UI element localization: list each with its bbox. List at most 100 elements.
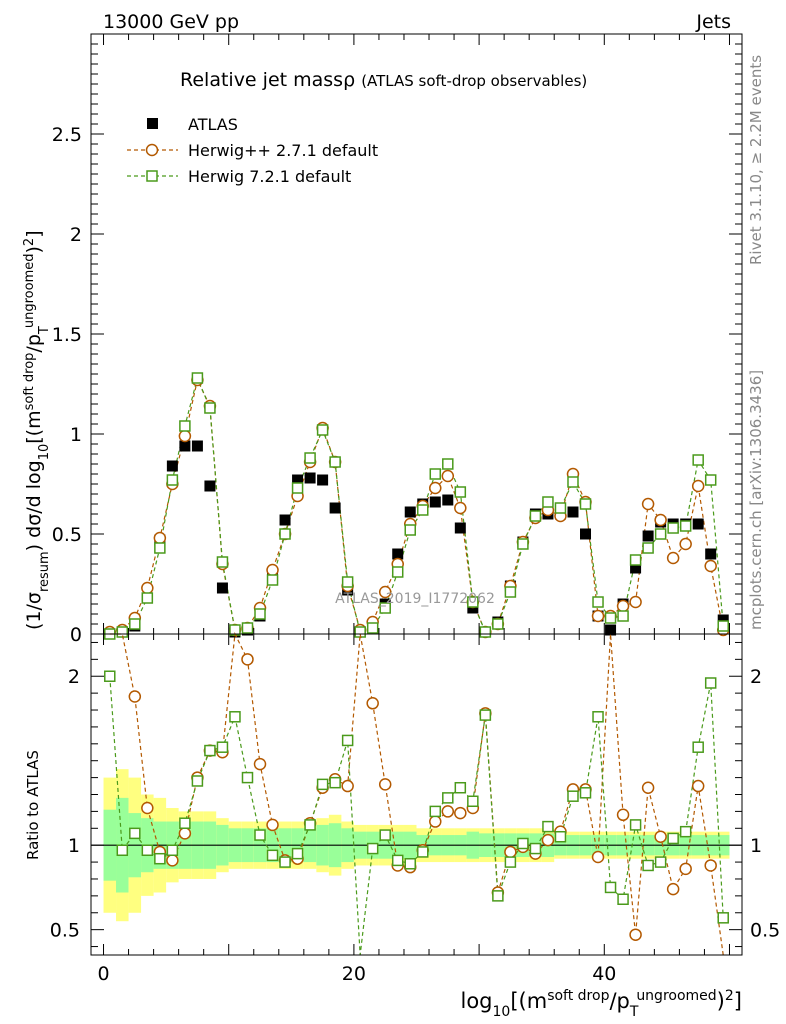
herwig7-ratio-point: [579, 787, 592, 799]
herwig7-ratio-point: [654, 856, 667, 868]
herwig7-ratio-point: [529, 842, 542, 855]
legend-label-herwigpp: Herwig++ 2.7.1 default: [188, 141, 378, 160]
herwig7-point: [467, 596, 479, 608]
herwig7-point: [542, 496, 554, 508]
herwig7-ratio-point: [216, 741, 229, 753]
herwig7-ratio-point: [567, 790, 579, 802]
legend: ATLAS Herwig++ 2.7.1 default Herwig 7.2.…: [127, 115, 378, 186]
herwig7-point: [629, 554, 642, 566]
ratio-y-label: Ratio to ATLAS: [24, 750, 42, 860]
herwigpp-ratio-point: [441, 805, 455, 818]
atlas-point: [630, 562, 642, 574]
herwigpp-point: [141, 581, 154, 595]
herwig7-point: [567, 476, 579, 488]
herwig7-point: [442, 458, 454, 470]
herwig7-point: [166, 474, 179, 486]
herwig7-ratio-point: [467, 795, 479, 808]
herwig7-ratio-point: [604, 881, 617, 894]
herwig7-point: [429, 468, 442, 480]
herwig7-ratio-point: [617, 893, 629, 905]
atlas-point: [429, 496, 441, 508]
herwig7-ratio-point: [429, 805, 442, 818]
ratio-plot-frame: [90, 633, 743, 956]
x-tick-label: 0: [97, 963, 109, 985]
atlas-point: [454, 522, 466, 534]
herwig7-ratio-point: [279, 856, 291, 868]
y-tick-label: 1.5: [52, 324, 82, 346]
herwig7-ratio-point: [667, 832, 679, 845]
atlas-point: [567, 506, 579, 518]
atlas-point: [279, 514, 291, 526]
herwigpp-ratio-point: [504, 845, 517, 859]
side-label-top: Rivet 3.1.10, ≥ 2.2M events: [747, 55, 765, 265]
herwig7-point: [479, 626, 492, 638]
herwig7-point: [529, 510, 542, 522]
y-axis-label: (1/σresum) dσ/d log10[(msoft drop/pTungr…: [22, 230, 52, 630]
ratio-tick-label-right: 2: [750, 666, 762, 688]
herwigpp-ratio-point: [166, 854, 179, 867]
herwigpp-ratio-point: [616, 808, 630, 822]
herwig7-ratio-point: [417, 846, 429, 858]
y-tick-label: 0.5: [52, 524, 82, 546]
herwigpp-point: [454, 501, 467, 515]
header-left: 13000 GeV pp: [103, 11, 239, 33]
herwig7-ratio-point: [404, 858, 416, 870]
herwig7-point: [417, 504, 429, 516]
atlas-point: [292, 474, 304, 486]
herwigpp-ratio-point: [691, 779, 705, 793]
herwig7-point: [379, 602, 391, 614]
x-tick-label: 40: [592, 963, 616, 985]
herwigpp-point: [629, 595, 642, 609]
herwig7-point: [642, 542, 654, 554]
herwig7-point: [141, 592, 154, 604]
herwigpp-ratio-point: [178, 827, 192, 840]
herwig7-ratio-point: [191, 775, 204, 787]
herwigpp-ratio-point: [454, 806, 467, 820]
atlas-point: [392, 548, 404, 560]
herwig7-point: [692, 454, 704, 466]
herwig7-ratio-point: [517, 837, 529, 850]
axis-ticks: 0 20 40 0 0.5 1 1.5 2 2.5 0.5 0.5 1 1 2 2: [50, 33, 780, 985]
legend-marker-herwigpp: [145, 143, 159, 157]
herwig7-point: [341, 576, 354, 588]
atlas-point: [580, 528, 592, 540]
herwig7-ratio-point: [204, 744, 216, 757]
herwig7-point: [366, 622, 379, 634]
herwigpp-point: [591, 609, 605, 623]
series-layer: [103, 372, 730, 956]
herwigpp-ratio-point: [629, 928, 642, 941]
herwig7-point: [179, 420, 191, 432]
herwig7-ratio-point: [329, 776, 341, 789]
herwig7-ratio-point: [129, 827, 141, 840]
herwig7-point: [129, 618, 141, 630]
atlas-point: [692, 518, 704, 530]
herwig7-ratio-point: [542, 820, 554, 833]
herwig7-ratio-point: [316, 778, 329, 791]
herwig7-point: [554, 502, 567, 514]
herwigpp-ratio-point: [241, 653, 254, 666]
herwigpp-point: [654, 513, 667, 527]
herwig7-point: [116, 626, 129, 638]
herwig7-point: [504, 586, 517, 598]
atlas-point: [304, 472, 316, 484]
herwigpp-ratio-point: [679, 862, 692, 876]
herwig7-ratio-point: [504, 856, 517, 868]
y-tick-label: 1: [70, 424, 82, 446]
legend-label-atlas: ATLAS: [188, 115, 238, 134]
herwig7-point: [704, 474, 717, 486]
atlas-point: [329, 502, 341, 514]
herwig7-ratio-point: [304, 819, 316, 831]
legend-marker-atlas: [147, 118, 158, 129]
herwigpp-ratio-line: [109, 631, 724, 956]
herwig7-point: [579, 498, 592, 510]
herwig7-ratio-point: [366, 842, 379, 855]
y-tick-label: 0: [70, 624, 82, 646]
herwig7-point: [254, 608, 266, 620]
herwig7-point: [316, 424, 329, 436]
chart-title: Relative jet massρ (ATLAS soft-drop obse…: [180, 69, 587, 91]
atlas-point: [166, 460, 178, 472]
herwig7-ratio-point: [379, 829, 391, 841]
herwig7-ratio-point: [704, 677, 717, 689]
herwig7-ratio-point: [141, 844, 154, 857]
herwig7-ratio-point: [104, 670, 116, 682]
